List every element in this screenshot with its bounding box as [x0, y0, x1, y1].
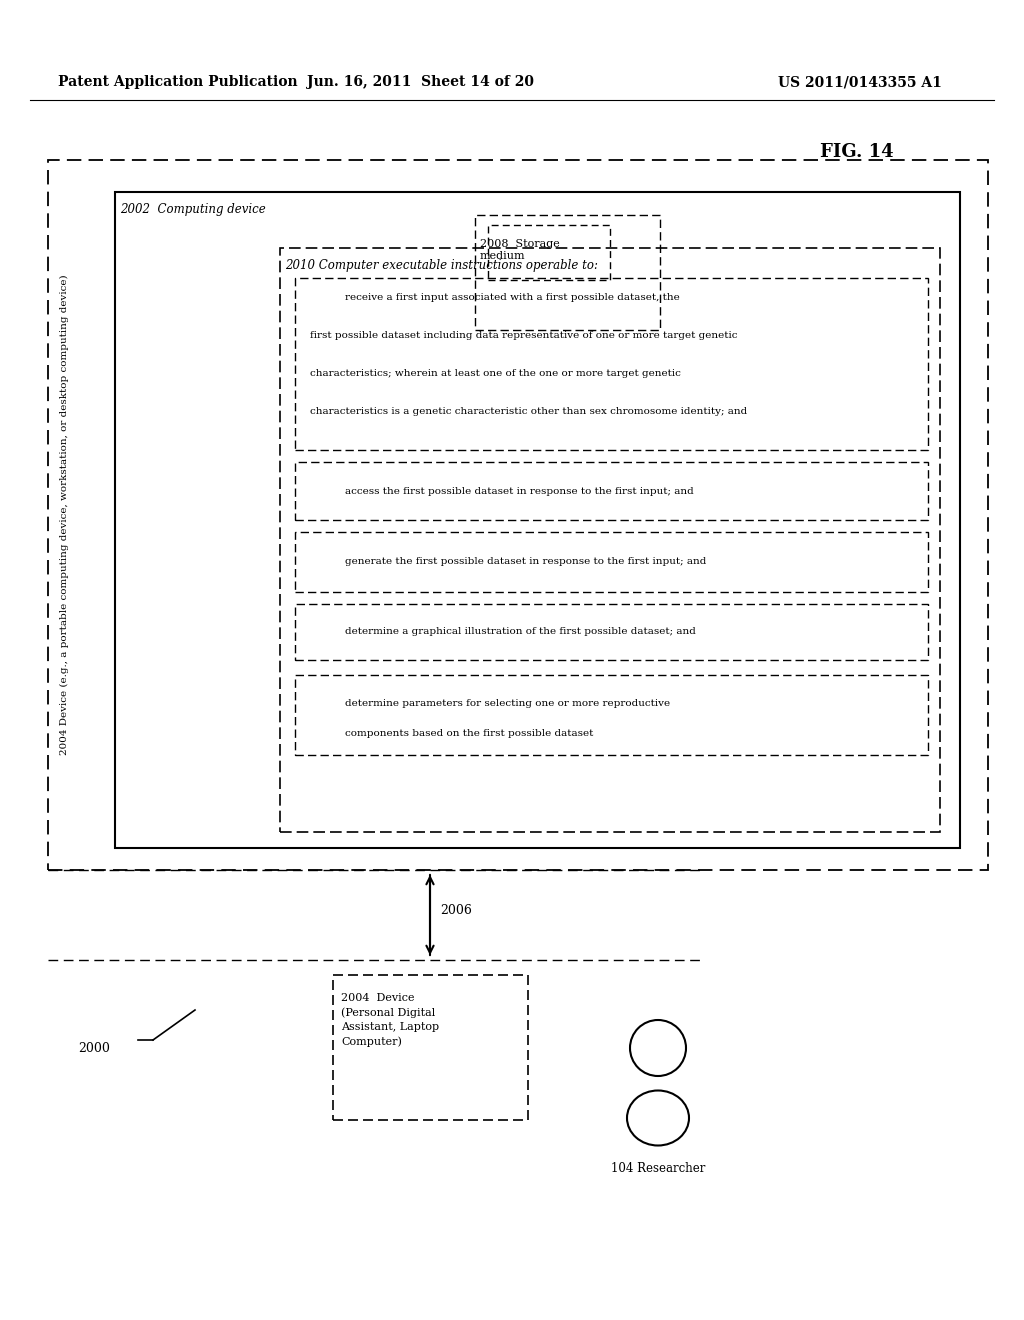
Text: 104 Researcher: 104 Researcher [610, 1162, 706, 1175]
Bar [295, 605, 928, 660]
Text: generate the first possible dataset in response to the first input; and: generate the first possible dataset in r… [345, 557, 707, 566]
Text: 2004 Device (e.g., a portable computing device, workstation, or desktop computin: 2004 Device (e.g., a portable computing … [59, 275, 69, 755]
Text: access the first possible dataset in response to the first input; and: access the first possible dataset in res… [345, 487, 693, 495]
Text: 2002  Computing device: 2002 Computing device [120, 202, 266, 215]
Text: characteristics is a genetic characteristic other than sex chromosome identity; : characteristics is a genetic characteris… [310, 408, 748, 417]
Bar [295, 532, 928, 591]
Bar [488, 224, 610, 280]
Text: 2004  Device
(Personal Digital
Assistant, Laptop
Computer): 2004 Device (Personal Digital Assistant,… [341, 993, 439, 1047]
Bar [333, 975, 528, 1119]
Bar [295, 462, 928, 520]
Bar [115, 191, 961, 847]
Text: 2008  Storage
medium: 2008 Storage medium [480, 239, 560, 261]
Text: first possible dataset including data representative of one or more target genet: first possible dataset including data re… [310, 331, 737, 341]
Bar [280, 248, 940, 832]
Text: characteristics; wherein at least one of the one or more target genetic: characteristics; wherein at least one of… [310, 370, 681, 379]
Text: Jun. 16, 2011  Sheet 14 of 20: Jun. 16, 2011 Sheet 14 of 20 [306, 75, 534, 88]
Text: FIG. 14: FIG. 14 [820, 143, 894, 161]
Text: receive a first input associated with a first possible dataset, the: receive a first input associated with a … [345, 293, 680, 302]
Text: US 2011/0143355 A1: US 2011/0143355 A1 [778, 75, 942, 88]
Text: 2006: 2006 [440, 903, 472, 916]
Text: Patent Application Publication: Patent Application Publication [58, 75, 298, 88]
Bar [295, 675, 928, 755]
Bar [48, 160, 988, 870]
Text: 2000: 2000 [78, 1041, 110, 1055]
Bar [295, 279, 928, 450]
Text: determine a graphical illustration of the first possible dataset; and: determine a graphical illustration of th… [345, 627, 696, 636]
Bar [475, 215, 660, 330]
Text: components based on the first possible dataset: components based on the first possible d… [345, 729, 593, 738]
Text: 2010 Computer executable instructions operable to:: 2010 Computer executable instructions op… [285, 259, 598, 272]
Text: determine parameters for selecting one or more reproductive: determine parameters for selecting one o… [345, 698, 670, 708]
